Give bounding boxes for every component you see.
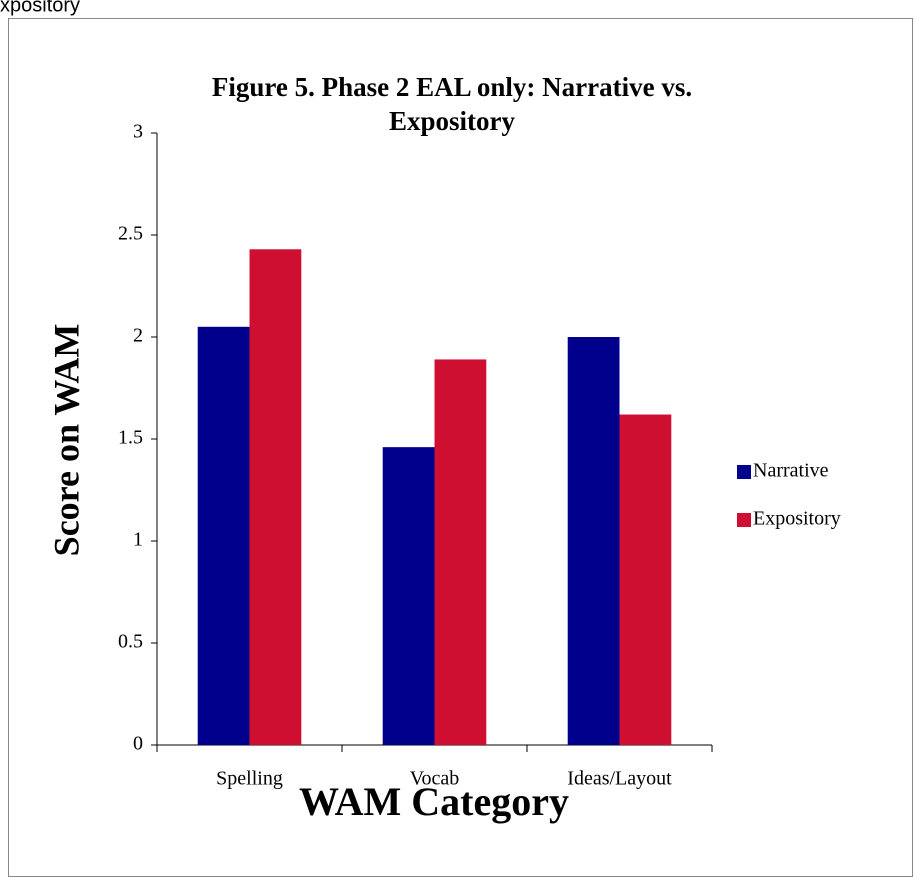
y-tick-label: 3 xyxy=(133,121,143,143)
bar xyxy=(197,326,250,745)
y-tick-label: 1.5 xyxy=(118,427,143,449)
y-axis-label: Score on WAM xyxy=(46,324,86,557)
y-tick-label: 2.5 xyxy=(118,223,143,245)
bar xyxy=(249,249,302,745)
x-tick-label: Ideas/Layout xyxy=(567,768,672,790)
y-tick-label: 2 xyxy=(133,325,143,347)
bar xyxy=(567,337,620,745)
chart-title: Figure 5. Phase 2 EAL only: Narrative vs… xyxy=(211,72,693,136)
y-tick-label: 0 xyxy=(133,733,143,755)
bar xyxy=(619,414,672,745)
x-tick-label: Vocab xyxy=(410,768,460,790)
x-tick-label: Spelling xyxy=(216,768,283,790)
legend-swatch xyxy=(737,513,751,527)
legend-label: Narrative xyxy=(753,460,829,482)
legend-label: Expository xyxy=(753,508,841,530)
x-axis-label: WAM Category xyxy=(299,779,569,824)
bar xyxy=(434,359,487,745)
y-tick-label: 0.5 xyxy=(118,631,143,653)
bar xyxy=(382,447,435,745)
caption: xpository xyxy=(0,0,80,16)
y-tick-label: 1 xyxy=(133,529,143,551)
legend-swatch xyxy=(737,465,751,479)
